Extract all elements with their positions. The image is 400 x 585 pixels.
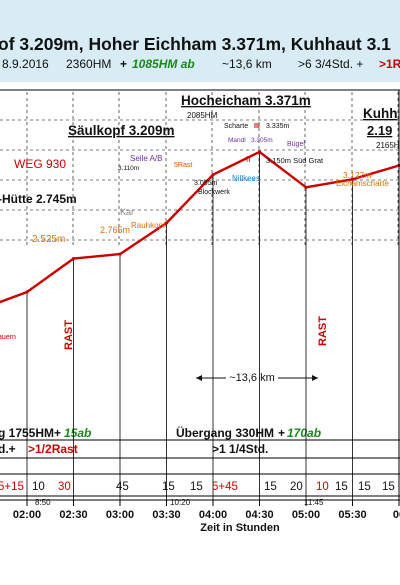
waypoint-tauern: auern bbox=[0, 334, 16, 341]
waypoint-kuhhaut: Kuhh bbox=[363, 106, 398, 121]
waypoint-2525: 2.525m bbox=[32, 234, 65, 245]
waypoint-kar: Kar bbox=[120, 207, 134, 217]
rast-label-1: RAST bbox=[63, 320, 75, 350]
header-background bbox=[0, 0, 400, 82]
waypoint-nillkees: Nillkees bbox=[232, 174, 260, 183]
waypoint-ii: II bbox=[246, 155, 250, 164]
waypoint-2765: 2.765m bbox=[100, 225, 130, 235]
clock-mark-2: 10:20 bbox=[170, 498, 191, 507]
waypoint-buegel: Bügel bbox=[287, 141, 305, 148]
profile-point bbox=[257, 150, 262, 154]
waypoint-3055: 3.055m bbox=[194, 180, 218, 187]
waypoint-huette: -Hütte 2.745m bbox=[0, 192, 77, 206]
header-ascent: 2360HM bbox=[66, 57, 111, 71]
clock-mark-1: 8:50 bbox=[35, 498, 51, 507]
waypoint-hocheicham: Hocheicham 3.371m bbox=[181, 93, 311, 108]
x-tick-label: 05:30 bbox=[338, 509, 366, 521]
header-rest: >1R bbox=[379, 57, 400, 71]
distance-label: ~13,6 km bbox=[229, 372, 275, 384]
distance-arrow-right bbox=[312, 375, 318, 381]
header-descent: 1085HM ab bbox=[132, 57, 195, 71]
segment-1-down: 15ab bbox=[64, 426, 91, 440]
header-distance: ~13,6 km bbox=[222, 57, 272, 71]
interval-12: 15 bbox=[382, 481, 395, 493]
waypoint-219: 2.19 bbox=[367, 123, 392, 138]
profile-point bbox=[118, 252, 122, 256]
waypoint-iii: III bbox=[254, 123, 260, 130]
waypoint-weg930: WEG 930 bbox=[14, 157, 66, 171]
x-tick-label: 03:30 bbox=[152, 509, 180, 521]
profile-point bbox=[164, 221, 169, 225]
segment-1-plus: + bbox=[54, 426, 61, 440]
segment-2-plus: + bbox=[278, 426, 285, 440]
segment-2-sub: >1 1/4Std. bbox=[212, 442, 268, 456]
x-axis-ticks: 02:00 02:30 03:00 03:30 04:00 04:30 05:00 05:30… bbox=[0, 499, 400, 521]
waypoint-labels: WEG 930 -Hütte 2.745m 2.525m 2.765m Kar … bbox=[0, 93, 400, 341]
x-tick-label: 03:00 bbox=[106, 509, 134, 521]
interval-7: 15 bbox=[264, 481, 277, 493]
segment-2-main: Übergang 330HM bbox=[176, 425, 274, 440]
waypoint-3335: 3.335m bbox=[266, 123, 290, 130]
distance-arrow-left bbox=[196, 375, 202, 381]
interval-row: 5+15 10 30 45 15 15 5+45 15 20 10 15 15 … bbox=[0, 481, 400, 497]
profile-point bbox=[211, 173, 215, 177]
x-axis-label: Zeit in Stunden bbox=[200, 522, 280, 534]
waypoint-saeulkopf: Säulkopf 3.209m bbox=[68, 123, 175, 138]
waypoint-mandl: Mandl bbox=[228, 137, 246, 144]
grid bbox=[0, 92, 400, 245]
interval-2: 30 bbox=[58, 481, 71, 493]
waypoint-3305: 3.305m bbox=[251, 137, 273, 144]
header-plus: + bbox=[120, 57, 127, 71]
segment-1-sub: d.+ bbox=[0, 442, 16, 456]
interval-1: 10 bbox=[32, 481, 45, 493]
interval-8: 20 bbox=[290, 481, 303, 493]
segment-1-rest: >1/2Rast bbox=[28, 442, 78, 456]
distance-annotation: ~13,6 km bbox=[196, 370, 318, 384]
interval-11: 15 bbox=[358, 481, 371, 493]
clock-mark-3: 11:45 bbox=[304, 498, 324, 507]
x-tick-label: 05:00 bbox=[292, 509, 320, 521]
profile-point bbox=[25, 290, 29, 294]
waypoint-3110: 3.110m bbox=[118, 165, 139, 172]
segment-2-down: 170ab bbox=[287, 426, 321, 440]
x-tick-label: 06 bbox=[393, 509, 400, 521]
waypoint-2085hm: 2085HM bbox=[187, 111, 218, 120]
interval-9: 10 bbox=[316, 481, 329, 493]
distance-label-bg bbox=[226, 370, 278, 384]
profile-point bbox=[350, 177, 355, 181]
interval-3: 45 bbox=[116, 481, 129, 493]
waypoint-seile: Seile A/B bbox=[130, 154, 162, 163]
waypoint-2165hm: 2165H bbox=[376, 141, 400, 150]
interval-5: 15 bbox=[190, 481, 203, 493]
interval-10: 15 bbox=[335, 481, 348, 493]
segment-boxes: g 1755HM + 15ab d.+ >1/2Rast Übergang 33… bbox=[0, 425, 400, 475]
profile-line bbox=[0, 150, 400, 304]
interval-4: 15 bbox=[162, 481, 175, 493]
waypoint-3127: 3.127m bbox=[343, 170, 371, 180]
x-tick-label: 04:00 bbox=[199, 509, 227, 521]
header-duration: >6 3/4Std. + bbox=[298, 57, 363, 71]
waypoint-eichamscharte: Eichamscharte bbox=[336, 179, 389, 188]
waypoint-rauhkopf: Rauhkopf bbox=[131, 221, 166, 230]
interval-6: 5+45 bbox=[212, 481, 238, 493]
waypoint-blockwerk: Blockwerk bbox=[198, 189, 230, 196]
x-tick-label: 04:30 bbox=[245, 509, 273, 521]
interval-0: 5+15 bbox=[0, 481, 24, 493]
profile-point bbox=[71, 257, 76, 261]
waypoint-5rast: 5Rast bbox=[174, 162, 192, 169]
profile-point bbox=[304, 185, 308, 189]
header-title: of 3.209m, Hoher Eichham 3.371m, Kuhhaut… bbox=[0, 34, 391, 54]
waypoint-scharte: Scharte bbox=[224, 123, 248, 130]
rast-label-2: RAST bbox=[317, 316, 329, 346]
x-tick-label: 02:00 bbox=[13, 509, 41, 521]
header-date: 8.9.2016 bbox=[2, 57, 49, 71]
x-tick-label: 02:30 bbox=[59, 509, 87, 521]
waypoint-suedgrat: 3.150m Süd Grat bbox=[266, 156, 324, 165]
